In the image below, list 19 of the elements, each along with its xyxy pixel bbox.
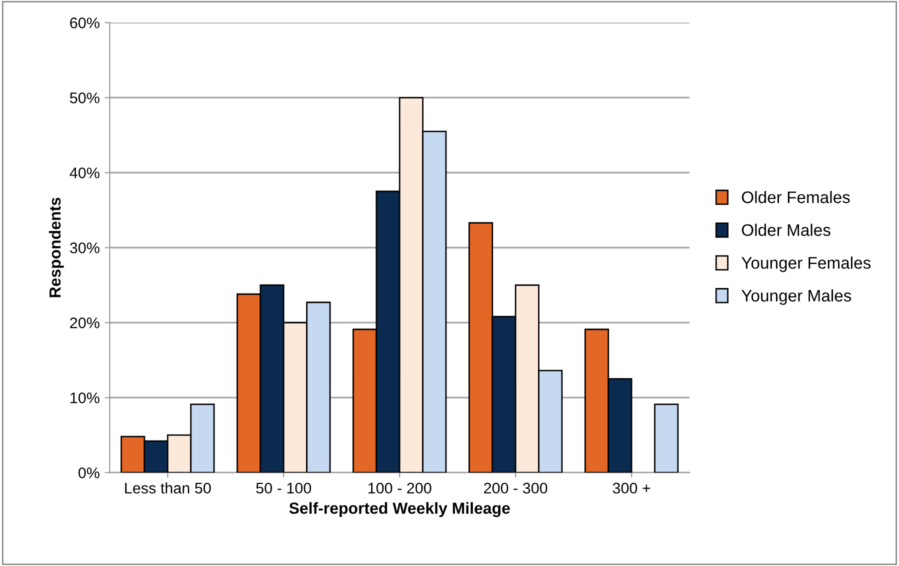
x-tick-label: 50 - 100 xyxy=(256,482,312,494)
y-axis-title: Respondents xyxy=(48,198,64,298)
y-tick-label: 60% xyxy=(70,18,100,28)
x-tick-label: 300 + xyxy=(612,482,650,494)
y-tick-label: 50% xyxy=(70,92,100,104)
legend-label: Younger Females xyxy=(741,256,871,272)
y-tick-label: 20% xyxy=(70,317,100,328)
bar xyxy=(654,404,679,473)
x-tick-label: Less than 50 xyxy=(125,482,211,494)
legend-label: Younger Males xyxy=(741,289,852,305)
y-tick-label: 40% xyxy=(70,168,100,178)
x-tick-label: 100 - 200 xyxy=(368,482,432,494)
y-tick-label: 10% xyxy=(70,392,100,404)
x-tick-label: 200 - 300 xyxy=(484,482,548,494)
y-tick-label: 0% xyxy=(78,467,100,478)
legend-label: Older Males xyxy=(742,224,830,236)
y-tick-label: 30% xyxy=(70,242,100,254)
legend-label: Older Females xyxy=(742,190,850,204)
x-axis-title: Self-reported Weekly Mileage xyxy=(289,502,510,518)
